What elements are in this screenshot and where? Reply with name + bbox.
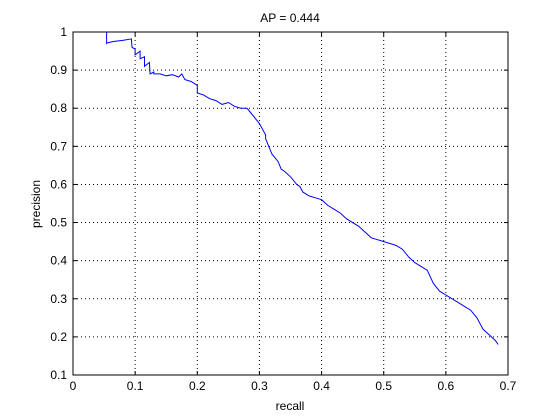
x-tick-label: 0.7 bbox=[500, 379, 517, 393]
x-tick-label: 0 bbox=[70, 379, 77, 393]
y-tick-label: 0.3 bbox=[50, 292, 67, 306]
x-tick-label: 0.5 bbox=[375, 379, 392, 393]
grid bbox=[73, 32, 508, 375]
y-tick-label: 0.9 bbox=[50, 63, 67, 77]
plot-frame bbox=[72, 31, 509, 376]
x-tick-label: 0.1 bbox=[127, 379, 144, 393]
y-tick-label: 0.4 bbox=[50, 254, 67, 268]
y-tick-label: 0.6 bbox=[50, 177, 67, 191]
pr-curve-line bbox=[106, 32, 499, 345]
series-layer bbox=[106, 32, 499, 345]
x-tick-label: 0.2 bbox=[189, 379, 206, 393]
y-tick-label: 0.1 bbox=[50, 368, 67, 382]
chart-title: AP = 0.444 bbox=[260, 11, 320, 25]
y-tick-label: 0.8 bbox=[50, 101, 67, 115]
x-axis-label: recall bbox=[276, 399, 305, 413]
y-tick-label: 0.2 bbox=[50, 330, 67, 344]
y-tick-label: 1 bbox=[60, 25, 67, 39]
y-tick-label: 0.7 bbox=[50, 139, 67, 153]
x-tick-label: 0.4 bbox=[313, 379, 330, 393]
x-tick-label: 0.6 bbox=[438, 379, 455, 393]
y-axis-label: precision bbox=[29, 180, 43, 228]
y-tick-label: 0.5 bbox=[50, 216, 67, 230]
ticks: 0 0.1 0.2 0.3 0.4 0.5 0.6 0.70.10.20.30.40.50.6… bbox=[50, 25, 516, 393]
x-tick-label: 0.3 bbox=[251, 379, 268, 393]
